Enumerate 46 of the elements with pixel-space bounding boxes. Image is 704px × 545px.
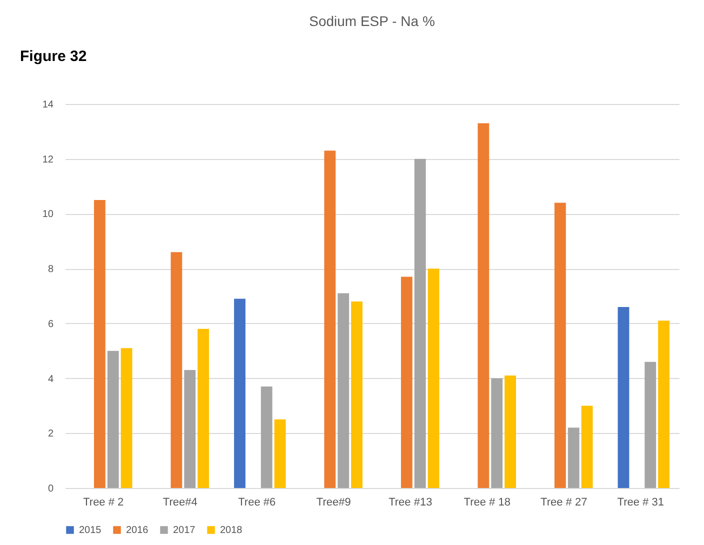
chart-title: Sodium ESP - Na %	[309, 13, 435, 29]
bar	[581, 406, 593, 488]
bar	[478, 123, 490, 488]
bar	[260, 386, 272, 488]
x-tick-label: Tree#4	[162, 496, 198, 508]
x-tick-label: Tree # 2	[83, 496, 124, 508]
bar	[568, 428, 580, 488]
bar	[198, 328, 209, 488]
legend-label: 2018	[220, 525, 243, 536]
bar	[338, 293, 350, 488]
bar	[274, 419, 286, 488]
bar	[324, 150, 336, 488]
x-tick-label: Tree #6	[238, 496, 276, 508]
bar	[94, 200, 106, 488]
x-tick-label: Tree # 31	[617, 496, 664, 508]
x-tick-label: Tree #13	[388, 496, 432, 508]
y-tick-label: 6	[48, 318, 54, 330]
bar	[351, 301, 362, 488]
bar	[234, 298, 246, 488]
legend-label: 2017	[173, 525, 196, 536]
bar	[107, 350, 119, 488]
y-tick-label: 0	[48, 484, 54, 494]
x-tick-label: Tree # 27	[540, 496, 588, 508]
x-tick-label: Tree#9	[316, 496, 351, 508]
bar	[554, 202, 566, 488]
legend-label: 2016	[126, 525, 149, 536]
x-tick-label: Tree # 18	[464, 496, 510, 508]
bar	[658, 320, 670, 488]
bar	[618, 306, 630, 488]
y-tick-label: 8	[48, 264, 54, 276]
bar	[644, 362, 656, 488]
bar	[414, 158, 426, 488]
y-tick-label: 10	[42, 209, 54, 220]
y-tick-label: 14	[42, 100, 54, 110]
bar	[184, 370, 196, 488]
caption: Figure 32	[20, 48, 87, 65]
bar	[400, 276, 412, 488]
bar	[428, 268, 440, 488]
y-tick-label: 2	[48, 428, 54, 440]
y-tick-label: 4	[48, 374, 54, 385]
legend-label: 2015	[79, 525, 102, 536]
y-tick-label: 12	[42, 154, 54, 166]
bar	[491, 378, 503, 488]
bar	[504, 376, 516, 488]
bar	[120, 348, 132, 488]
bar	[170, 252, 182, 488]
